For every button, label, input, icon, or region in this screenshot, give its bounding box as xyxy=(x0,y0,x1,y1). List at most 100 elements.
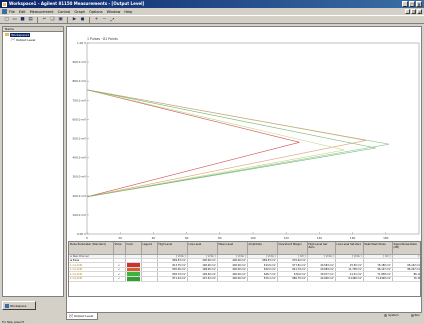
check-icon[interactable]: ✔ xyxy=(117,277,120,281)
menu-edit[interactable]: Edit xyxy=(18,9,26,14)
value-cell: 8.1490 mV xyxy=(335,276,364,282)
color-swatch[interactable] xyxy=(126,263,140,267)
save-icon[interactable]: ■ xyxy=(20,17,25,22)
copy-icon[interactable]: ❏ xyxy=(50,17,55,22)
print-icon[interactable]: ▤ xyxy=(28,17,33,22)
column-header[interactable]: Peak Peak Noise xyxy=(363,242,393,255)
tab-output-level[interactable]: Output Level xyxy=(66,313,98,320)
tree-item-label: Output Level xyxy=(16,37,36,42)
table-row[interactable]: 1.1 (Limit) ✔ 836.74 mV 190.00 mV 400.00 mV 6… xyxy=(69,271,420,278)
y-tick-label: 0.00 V xyxy=(77,232,86,236)
workspace-tab[interactable]: Workspace xyxy=(2,301,36,310)
document-icon[interactable] xyxy=(2,9,7,14)
menu-help[interactable]: Help xyxy=(124,9,133,14)
doc-minimize-button[interactable]: _ xyxy=(405,9,410,14)
color-cell[interactable] xyxy=(125,262,142,268)
x-tick-label: 120 xyxy=(284,236,290,240)
check-icon[interactable]: ✔ xyxy=(117,272,120,276)
color-cell[interactable] xyxy=(125,271,142,278)
show-cell[interactable]: ✔ xyxy=(113,271,126,278)
value-cell: 400.00 mV xyxy=(217,276,248,282)
color-swatch[interactable] xyxy=(126,267,140,272)
menu-graph[interactable]: Graph xyxy=(74,9,86,14)
open-icon[interactable]: ▭ xyxy=(12,17,17,22)
title-bar[interactable]: Workspace1 - Agilent 81150 Measurements … xyxy=(0,0,424,8)
plot-area xyxy=(86,42,420,235)
output-level-chart[interactable]: 1.00 V 900.0 mV 800.0 mV 700.0 mV 600.0 mV 50… xyxy=(67,27,423,242)
x-tick-label: 40 xyxy=(152,236,156,240)
value-cell: 400.00 mV xyxy=(217,258,248,264)
color-cell[interactable] xyxy=(125,267,142,273)
show-cell[interactable]: ✔ xyxy=(113,267,126,273)
workspace-tree: Name Workspace1 Output Level xyxy=(2,26,64,297)
new-icon[interactable]: □ xyxy=(4,17,9,22)
units-cell: [ V/div ] xyxy=(335,254,364,259)
column-header[interactable]: High Level xyxy=(157,242,188,255)
minimize-button[interactable]: _ xyxy=(402,1,408,7)
color-swatch[interactable] xyxy=(126,277,140,281)
row-name: 1.1 (Limit) xyxy=(69,267,114,273)
table-row[interactable]: 1.1 (Limit) ✔ 871.44 mV 197.32 mV 400.00 mV 6… xyxy=(69,276,420,282)
cut-icon[interactable]: ✂ xyxy=(42,17,47,22)
toolbar-separator xyxy=(89,16,90,23)
toolbar-separator xyxy=(37,16,38,23)
color-swatch[interactable] xyxy=(126,272,140,276)
column-header[interactable]: Low Level Set Zero xyxy=(335,242,364,255)
show-cell[interactable] xyxy=(113,258,126,264)
column-header[interactable]: Amplitude xyxy=(247,242,278,255)
fit-icon[interactable]: ⤢ xyxy=(110,17,115,23)
y-tick-label: 800.0 mV xyxy=(72,79,86,83)
maximize-button[interactable]: □ xyxy=(409,1,415,7)
value-cell: 198.00 mV xyxy=(187,267,218,273)
tree-item-workspace[interactable]: Workspace1 xyxy=(3,32,63,37)
column-header[interactable]: High Level Set Zero xyxy=(307,242,336,255)
doc-restore-button[interactable]: ❐ xyxy=(411,9,416,14)
table-row[interactable]: 1.1 (Limit) ✔ 830.00 mV 198.00 mV 400.00 mV 6… xyxy=(69,267,420,273)
column-header[interactable]: Pulse Parameter (Standard) xyxy=(69,242,114,255)
zoom-out-icon[interactable]: − xyxy=(102,17,107,22)
column-header[interactable]: Color xyxy=(125,242,142,255)
stop-icon[interactable]: ◼ xyxy=(80,17,85,22)
run-icon[interactable]: ▶ xyxy=(72,17,77,22)
show-cell[interactable]: ✔ xyxy=(113,262,126,268)
table-row[interactable]: 1.1 (Limit) ✔ 813.75 mV 196.00 mV 400.00 mV 6… xyxy=(69,262,420,268)
workspace-tab-label: Workspace xyxy=(10,303,27,308)
column-header[interactable]: Overshoot Margin xyxy=(277,242,308,255)
column-header[interactable]: Mean Level xyxy=(217,242,248,255)
y-tick-label: 600.0 mV xyxy=(72,117,86,121)
tree-item-output-level[interactable]: Output Level xyxy=(3,37,63,42)
legend-cell[interactable] xyxy=(141,271,158,278)
menu-window[interactable]: Window xyxy=(106,9,121,14)
value-cell: 400.00 mV xyxy=(217,267,248,273)
show-cell[interactable]: ✔ xyxy=(113,276,126,282)
menu-options[interactable]: Options xyxy=(89,9,103,14)
legend-cell[interactable] xyxy=(141,276,158,282)
table-row[interactable]: ⊞ Pulse 869.53 mV 200.00 mV 400.00 mV 669.53… xyxy=(69,258,420,264)
close-button[interactable]: × xyxy=(416,1,422,7)
menu-file[interactable]: File xyxy=(9,9,15,14)
legend-cell[interactable] xyxy=(141,258,158,264)
status-bar: For Help, press F1 xyxy=(0,321,424,324)
value-cell: 197.32 mV xyxy=(187,276,218,282)
run-indicator: Run xyxy=(410,313,420,317)
menu-bar: File Edit Measurement Control Graph Opti… xyxy=(0,8,424,15)
paste-icon[interactable]: ▣ xyxy=(58,17,63,22)
check-icon[interactable]: ✔ xyxy=(117,263,120,267)
column-header[interactable]: Low Level xyxy=(187,242,218,255)
check-icon[interactable]: ✔ xyxy=(117,268,120,272)
zoom-in-icon[interactable]: + xyxy=(94,17,99,22)
column-header[interactable]: Signal Noise Ratio (dB) xyxy=(392,242,420,255)
legend-cell[interactable] xyxy=(141,267,158,273)
row-name: 1.1 (Limit) xyxy=(69,271,114,278)
menu-control[interactable]: Control xyxy=(57,9,71,14)
color-cell[interactable] xyxy=(125,258,142,264)
column-header[interactable]: Legend xyxy=(141,242,158,255)
column-header[interactable]: Show xyxy=(113,242,126,255)
graph-icon xyxy=(69,314,73,318)
legend-cell[interactable] xyxy=(141,262,158,268)
color-cell[interactable] xyxy=(125,276,142,282)
units-cell: [ V/div ] xyxy=(187,254,218,259)
units-cell: [ mV ] xyxy=(363,254,393,259)
doc-close-button[interactable]: × xyxy=(417,9,422,14)
menu-measurement[interactable]: Measurement xyxy=(29,9,54,14)
